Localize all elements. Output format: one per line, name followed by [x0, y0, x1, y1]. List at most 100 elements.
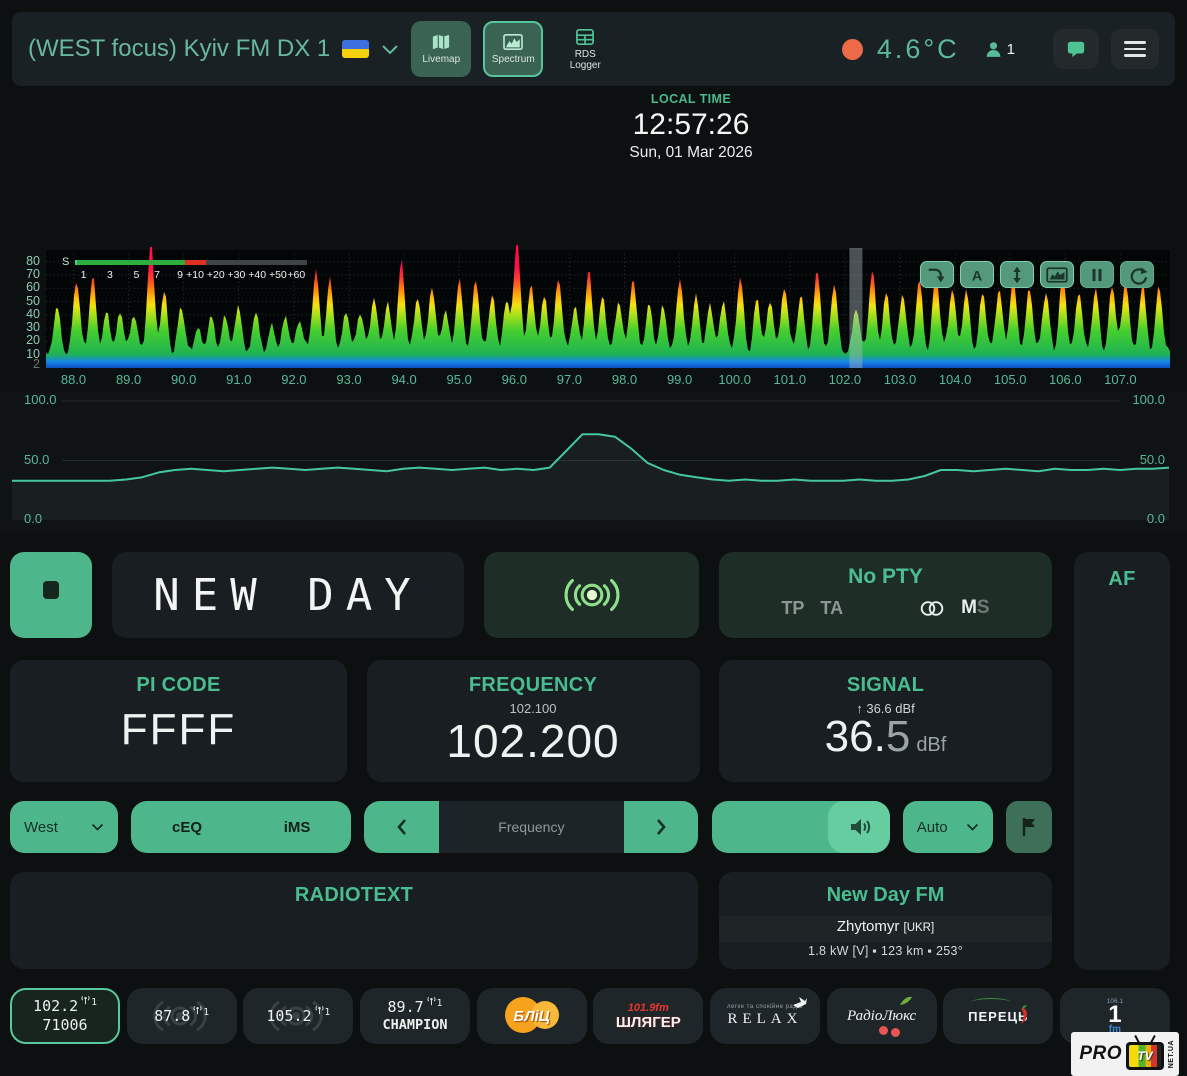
volume-slider[interactable]	[711, 801, 890, 853]
autoscale-button[interactable]: A	[960, 261, 994, 288]
stereo-watermark-icon	[152, 1000, 207, 1032]
stereo-signal-icon	[564, 579, 619, 611]
preset-button-shlyager[interactable]: 101.9fm ШЛЯГЕР	[593, 988, 704, 1044]
chat-button[interactable]	[1053, 29, 1099, 69]
refresh-icon	[1130, 267, 1148, 285]
pepper-icon	[1021, 1005, 1028, 1024]
header-bar: (WEST focus) Kyiv FM DX 1 Livemap Spectr…	[12, 12, 1175, 86]
peak-hold-button[interactable]	[920, 261, 954, 288]
local-time-label: LOCAL TIME	[650, 92, 732, 106]
flag-icon	[1022, 818, 1035, 836]
perets-arc	[971, 998, 1012, 1007]
tp-flag: TP	[781, 597, 805, 618]
frequency-input[interactable]	[438, 801, 624, 853]
antenna-icon: 1	[80, 995, 97, 1011]
s-meter-ticks: 1 3 5 7 9 +10 +20 +30 +40 +50 +60	[80, 269, 306, 281]
vertical-scale-button[interactable]	[1000, 261, 1034, 288]
previous-frequency: 102.100	[509, 701, 557, 716]
tune-up-button[interactable]	[623, 801, 699, 853]
tuner-select[interactable]: (WEST focus) Kyiv FM DX 1	[28, 35, 399, 63]
menu-button[interactable]	[1111, 29, 1159, 69]
protv-logo-text: PRO	[1079, 1043, 1122, 1064]
protv-logo: PRO TV NET.UA	[1071, 1032, 1179, 1076]
refresh-button[interactable]	[1120, 261, 1154, 288]
area-chart-icon	[1046, 266, 1068, 283]
local-time-block: LOCAL TIME 12:57:26 Sun, 01 Mar 2026	[556, 92, 826, 162]
chevron-left-icon	[396, 819, 406, 835]
af-list-panel: AF	[1074, 552, 1170, 970]
pi-code-label: PI CODE	[136, 674, 221, 696]
preset-button-blic[interactable]: БЛіЦ	[476, 988, 587, 1044]
arrows-up-down-icon	[1013, 266, 1021, 283]
antenna-value: West	[24, 818, 58, 836]
shlyager-logo-text: ШЛЯГЕР	[615, 1013, 681, 1031]
report-flag-button[interactable]	[1005, 801, 1052, 853]
chat-icon	[1067, 41, 1085, 58]
blic-logo-text: БЛіЦ	[513, 1007, 550, 1025]
livemap-label: Livemap	[422, 54, 461, 65]
cherry-icon	[890, 1028, 900, 1037]
antenna-select[interactable]: West	[10, 801, 118, 853]
preset-bar: 102.2 1 71006 87.8 1 105.2	[10, 988, 1170, 1044]
station-details: 1.8 kW [V] ▪ 123 km ▪ 253°	[807, 944, 964, 958]
preset-button[interactable]: 87.8 1	[126, 988, 237, 1044]
spectrum-button[interactable]: Spectrum	[483, 21, 544, 77]
s-meter-bar	[75, 259, 308, 265]
arrow-curve-down-icon	[928, 268, 945, 282]
tune-down-button[interactable]	[364, 801, 439, 853]
preset-button-radio-lux[interactable]: РадіоЛюкс	[826, 988, 937, 1044]
preset-button-relax[interactable]: легке та спокійне радіо RELAX	[709, 988, 820, 1044]
signal-peak: ↑ 36.6 dBf	[856, 701, 915, 716]
audio-stop-button[interactable]	[10, 552, 92, 638]
arrow-up-icon: ↑	[856, 701, 863, 716]
spectrum-label: Spectrum	[491, 54, 535, 65]
dsp-toggle-pill: cEQ iMS	[131, 801, 352, 853]
1fm-frequency-text: 106.1	[1106, 998, 1124, 1005]
radio-lux-logo-text: РадіоЛюкс	[847, 1007, 917, 1024]
pty-value: No PTY	[848, 565, 923, 588]
preset-button-perets[interactable]: ПЕРЕЦЬ	[943, 988, 1054, 1044]
frequency-value: 102.200	[446, 715, 620, 767]
af-label: AF	[1108, 568, 1136, 590]
protv-netua-text: NET.UA	[1168, 1039, 1175, 1069]
preset-button[interactable]: 102.2 1 71006	[10, 988, 120, 1044]
ps-name-panel: NEW DAY	[112, 552, 464, 638]
spectrum-graph: 80 70 60 50 40 30 20 10 2 88.0 89.0 90.0 91.0 92.0 93…	[10, 244, 1170, 390]
listener-count-value: 1	[1006, 40, 1015, 58]
tuner-name: (WEST focus) Kyiv FM DX 1	[28, 35, 331, 62]
s-meter: S 1 3 5 7 9 +10 +20 +30 +40 +50 +60	[62, 256, 312, 281]
graph-style-button[interactable]	[1040, 261, 1074, 288]
radiotext-label: RADIOTEXT	[294, 884, 414, 906]
letter-a-icon: A	[972, 268, 982, 284]
stereo-indicator-panel	[484, 552, 699, 638]
stereo-watermark-icon	[269, 1000, 323, 1032]
pause-icon	[1092, 268, 1102, 281]
cherry-icon	[878, 1026, 888, 1035]
listener-count: 1	[984, 40, 1015, 59]
map-icon	[433, 34, 450, 50]
station-name: New Day FM	[826, 884, 945, 906]
station-itu: [UKR]	[903, 922, 935, 934]
radiotext-panel: RADIOTEXT	[10, 872, 698, 969]
pause-button[interactable]	[1080, 261, 1114, 288]
signal-history-chart: 100.0 100.0 50.0 50.0 0.0 0.0	[0, 392, 1187, 532]
ims-toggle[interactable]: iMS	[283, 818, 311, 836]
pi-code-value: FFFF	[120, 705, 237, 754]
status-dot	[841, 38, 863, 60]
antenna-icon: 1	[192, 1005, 209, 1021]
rds-logger-button[interactable]: RDS Logger	[555, 21, 615, 77]
local-time-value: 12:57:26	[632, 108, 750, 141]
tuned-frequency-marker	[849, 248, 863, 368]
preset-button[interactable]: 89.7 1 CHAMPION	[359, 988, 470, 1044]
volume-slider-thumb[interactable]	[827, 801, 890, 853]
chevron-right-icon	[657, 819, 666, 835]
preset-button[interactable]: 105.2 1	[243, 988, 354, 1044]
livemap-button[interactable]: Livemap	[411, 21, 472, 77]
eq-toggle[interactable]: cEQ	[172, 818, 203, 836]
user-icon	[986, 41, 1001, 57]
shlyager-frequency-text: 101.9fm	[627, 1001, 669, 1014]
leaf-icon	[899, 996, 912, 1005]
1fm-logo-sub: fm	[1108, 1024, 1122, 1035]
refresh-mode-select[interactable]: Auto	[902, 801, 993, 853]
antenna-icon: 1	[314, 1005, 330, 1021]
